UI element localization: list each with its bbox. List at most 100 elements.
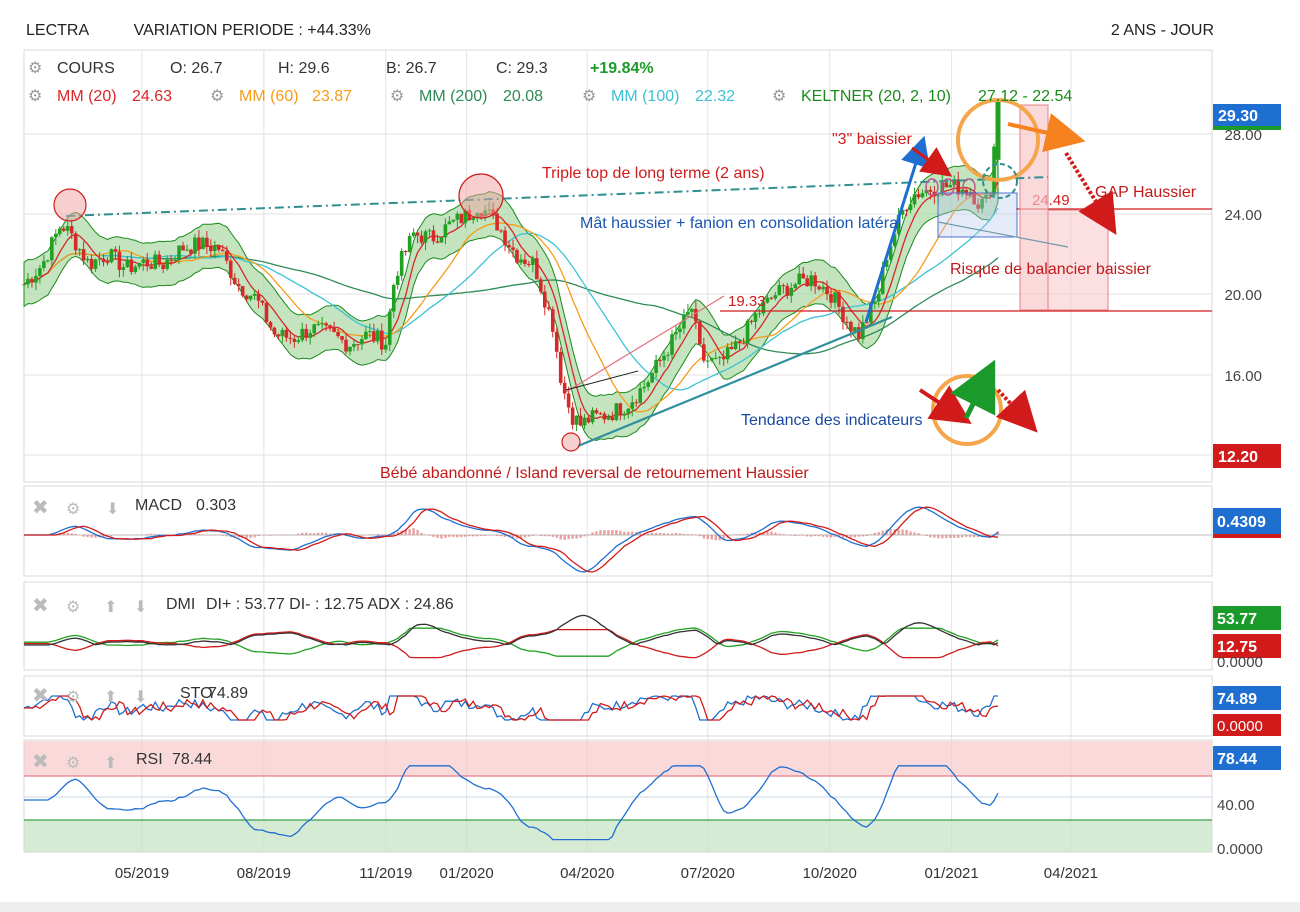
close-icon[interactable]: ✖ xyxy=(32,497,49,519)
candle xyxy=(829,294,833,303)
macd-bar xyxy=(889,529,892,535)
arrow-down-icon[interactable]: ⬇ xyxy=(134,689,147,706)
price-tick-20: 20.00 xyxy=(1224,287,1262,304)
candle xyxy=(451,219,456,222)
macd-bar xyxy=(309,533,312,535)
price-tick-24: 24.00 xyxy=(1224,207,1262,224)
candle xyxy=(610,417,615,420)
macd-bar xyxy=(575,535,578,539)
ticker-label: LECTRA xyxy=(26,22,90,39)
candle xyxy=(602,413,607,420)
macd-bar xyxy=(722,535,725,540)
candle xyxy=(519,259,523,263)
candle xyxy=(837,292,841,307)
annotation-triple-top: Triple top de long terme (2 ans) xyxy=(542,165,765,182)
candle xyxy=(403,250,408,253)
gear-icon[interactable]: ⚙ xyxy=(66,599,80,616)
gear-icon[interactable]: ⚙ xyxy=(210,88,224,105)
sto-badge: 74.89 xyxy=(1217,691,1257,708)
candle xyxy=(682,314,686,329)
candle xyxy=(292,338,297,342)
macd-bar xyxy=(527,535,531,537)
candle xyxy=(308,333,313,338)
macd-bar xyxy=(865,535,869,537)
macd-bar xyxy=(714,535,717,541)
candle xyxy=(77,249,82,251)
x-tick-label: 04/2021 xyxy=(1044,865,1098,882)
candle xyxy=(272,327,277,335)
candle xyxy=(205,237,209,247)
gear-icon[interactable]: ⚙ xyxy=(28,60,42,77)
gear-icon[interactable]: ⚙ xyxy=(28,88,42,105)
arrow-down-icon[interactable]: ⬇ xyxy=(106,501,119,518)
candle xyxy=(304,328,309,338)
candle xyxy=(236,284,241,287)
arrow-up-icon[interactable]: ⬆ xyxy=(104,599,117,616)
macd-bar xyxy=(269,535,272,536)
candle xyxy=(264,302,269,322)
candle xyxy=(861,322,865,340)
candle xyxy=(531,258,535,265)
close-icon[interactable]: ✖ xyxy=(32,685,49,707)
candle xyxy=(507,244,511,248)
gear-icon[interactable]: ⚙ xyxy=(772,88,786,105)
gear-icon[interactable]: ⚙ xyxy=(390,88,404,105)
macd-bar xyxy=(639,532,642,535)
candle xyxy=(825,286,829,295)
candle xyxy=(209,246,213,252)
macd-bar xyxy=(766,531,769,535)
adx-line xyxy=(24,614,999,646)
candle xyxy=(698,321,702,345)
macd-bar xyxy=(825,535,829,538)
candle xyxy=(356,344,360,346)
x-tick-label: 04/2020 xyxy=(560,865,614,882)
candle xyxy=(769,297,774,299)
candle xyxy=(960,189,965,195)
candle xyxy=(626,408,631,414)
macd-bar xyxy=(762,532,765,535)
candle xyxy=(713,357,718,359)
mast-arrow xyxy=(864,135,930,323)
gear-icon[interactable]: ⚙ xyxy=(66,501,80,518)
macd-bar xyxy=(201,534,205,535)
candle xyxy=(868,303,873,323)
macd-bar xyxy=(420,532,423,535)
macd-bar xyxy=(662,533,666,535)
candle xyxy=(145,259,150,267)
candle xyxy=(65,226,70,231)
candle xyxy=(129,259,134,273)
highlight-circle-indicators xyxy=(931,374,1003,446)
close-icon[interactable]: ✖ xyxy=(32,595,49,617)
candle xyxy=(173,260,177,262)
macd-bar xyxy=(281,535,284,536)
macd-bar xyxy=(591,532,594,535)
close-icon[interactable]: ✖ xyxy=(32,751,49,773)
macd-bar xyxy=(547,535,550,537)
macd-bar xyxy=(937,535,940,539)
candle xyxy=(217,245,221,250)
candle xyxy=(54,233,58,238)
candle xyxy=(793,284,798,288)
gear-icon[interactable]: ⚙ xyxy=(66,689,80,706)
macd-bar xyxy=(380,534,383,535)
macd-bar xyxy=(320,532,324,535)
x-tick-label: 01/2020 xyxy=(439,865,493,882)
macd-bar xyxy=(571,535,574,539)
candle xyxy=(117,251,122,270)
macd-bar xyxy=(869,534,872,535)
arrow-up-icon[interactable]: ⬆ xyxy=(104,689,117,706)
candle xyxy=(185,249,189,251)
price-tick-16: 16.00 xyxy=(1224,368,1262,385)
arrow-down-icon[interactable]: ⬇ xyxy=(134,599,147,616)
macd-bar xyxy=(511,535,515,538)
x-tick-label: 10/2020 xyxy=(803,865,857,882)
candle xyxy=(57,228,62,234)
rsi-label: RSI xyxy=(136,751,163,768)
gear-icon[interactable]: ⚙ xyxy=(66,755,80,772)
gear-icon[interactable]: ⚙ xyxy=(582,88,596,105)
legend-mm60: MM (60) xyxy=(239,88,299,105)
pennant-box xyxy=(937,192,1018,238)
macd-bar xyxy=(515,535,519,539)
candle xyxy=(447,221,452,225)
arrow-up-icon[interactable]: ⬆ xyxy=(104,755,117,772)
